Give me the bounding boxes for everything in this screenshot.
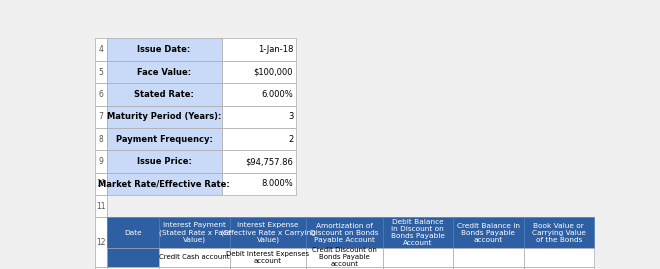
Text: Amortization of
Discount on Bonds
Payable Account: Amortization of Discount on Bonds Payabl… <box>310 223 379 243</box>
Bar <box>160 217 230 248</box>
Bar <box>95 173 106 195</box>
Bar <box>306 267 383 269</box>
Text: Face Value:: Face Value: <box>137 68 191 77</box>
Text: 12: 12 <box>96 238 106 247</box>
Text: 8.000%: 8.000% <box>261 179 293 188</box>
Bar <box>222 106 296 128</box>
Bar <box>383 217 453 248</box>
Bar <box>453 248 523 267</box>
Text: Issue Price:: Issue Price: <box>137 157 191 166</box>
Bar <box>306 217 383 248</box>
Text: Maturity Period (Years):: Maturity Period (Years): <box>107 112 221 121</box>
Text: 1-Jan-18: 1-Jan-18 <box>258 45 293 54</box>
Text: 10: 10 <box>96 179 106 188</box>
Bar <box>95 128 106 150</box>
Bar <box>95 195 106 217</box>
Bar <box>230 217 306 248</box>
Bar <box>106 150 222 173</box>
Text: Market Rate/Effective Rate:: Market Rate/Effective Rate: <box>98 179 230 188</box>
Text: 7: 7 <box>98 112 104 121</box>
Text: 5: 5 <box>98 68 104 77</box>
Bar <box>95 38 106 61</box>
Bar <box>106 217 160 248</box>
Bar <box>222 150 296 173</box>
Bar <box>230 267 306 269</box>
Bar <box>95 217 106 267</box>
Bar <box>222 38 296 61</box>
Text: 9: 9 <box>98 157 104 166</box>
Bar <box>383 267 453 269</box>
Bar <box>106 267 160 269</box>
Bar <box>453 217 523 248</box>
Bar <box>523 217 594 248</box>
Text: Credit Cash account: Credit Cash account <box>159 254 230 260</box>
Bar <box>222 128 296 150</box>
Text: Interest Expense
(Effective Rate x Carrying
Value): Interest Expense (Effective Rate x Carry… <box>220 222 315 243</box>
Text: 4: 4 <box>98 45 104 54</box>
Bar <box>106 38 222 61</box>
Bar <box>106 61 222 83</box>
Bar <box>95 106 106 128</box>
Bar <box>95 150 106 173</box>
Bar <box>383 248 453 267</box>
Bar <box>306 248 383 267</box>
Bar <box>106 248 160 267</box>
Bar <box>160 267 230 269</box>
Text: Issue Date:: Issue Date: <box>137 45 191 54</box>
Bar <box>106 173 222 195</box>
Text: 6.000%: 6.000% <box>261 90 293 99</box>
Text: Date: Date <box>124 230 142 236</box>
Text: 8: 8 <box>98 135 103 144</box>
Bar <box>222 61 296 83</box>
Text: $100,000: $100,000 <box>253 68 293 77</box>
Bar <box>453 267 523 269</box>
Text: Interest Payment
(Stated Rate x Face
Value): Interest Payment (Stated Rate x Face Val… <box>158 222 231 243</box>
Text: 3: 3 <box>288 112 293 121</box>
Bar <box>523 248 594 267</box>
Bar <box>523 267 594 269</box>
Text: Debit Interest Expenses
account: Debit Interest Expenses account <box>226 251 310 264</box>
Bar <box>160 248 230 267</box>
Text: Stated Rate:: Stated Rate: <box>134 90 194 99</box>
Bar <box>95 83 106 106</box>
Text: Debit Balance
in Discount on
Bonds Payable
Account: Debit Balance in Discount on Bonds Payab… <box>391 219 445 246</box>
Text: Payment Frequency:: Payment Frequency: <box>115 135 213 144</box>
Bar <box>222 173 296 195</box>
Text: $94,757.86: $94,757.86 <box>246 157 293 166</box>
Text: 11: 11 <box>96 202 106 211</box>
Text: 6: 6 <box>98 90 104 99</box>
Bar <box>222 83 296 106</box>
Bar <box>230 248 306 267</box>
Text: Credit Balance in
Bonds Payable
account: Credit Balance in Bonds Payable account <box>457 223 520 243</box>
Text: 2: 2 <box>288 135 293 144</box>
Bar <box>95 267 106 269</box>
Bar <box>106 128 222 150</box>
Bar <box>106 83 222 106</box>
Bar <box>106 106 222 128</box>
Text: Credit Discount on
Bonds Payable
account: Credit Discount on Bonds Payable account <box>312 247 377 267</box>
Bar <box>95 61 106 83</box>
Text: Book Value or
Carrying Value
of the Bonds: Book Value or Carrying Value of the Bond… <box>532 223 585 243</box>
